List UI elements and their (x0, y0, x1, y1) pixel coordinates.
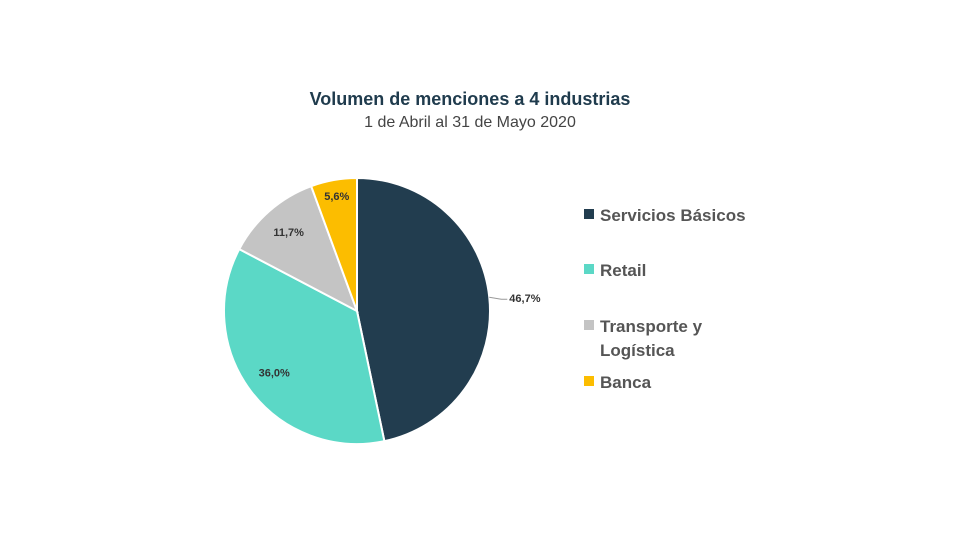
chart-title: Volumen de menciones a 4 industrias (309, 89, 631, 109)
legend-item-banca: Banca (584, 371, 784, 395)
legend-label: Retail (600, 261, 647, 280)
legend-swatch (584, 264, 594, 274)
slice-label-banca: 5,6% (324, 191, 349, 203)
legend-swatch (584, 376, 594, 386)
pie-slice-banca (309, 176, 358, 312)
pie-slice-transporte-logistica (237, 184, 359, 314)
slice-label-transporte-logistica: 11,7% (273, 227, 304, 239)
legend-swatch (584, 320, 594, 330)
legend-label: Servicios Básicos (600, 206, 746, 225)
legend-label: Transporte y Logística (600, 317, 703, 360)
legend-label: Banca (600, 373, 652, 392)
legend-item-retail: Retail (584, 259, 784, 283)
slice-label-servicios-basicos: 46,7% (509, 293, 540, 305)
slice-label-retail: 36,0% (259, 367, 290, 379)
legend-item-servicios-basicos: Servicios Básicos (584, 204, 784, 228)
pie-slice-servicios-basicos (356, 176, 491, 443)
chart-subtitle: 1 de Abril al 31 de Mayo 2020 (364, 114, 576, 131)
legend-item-transporte-logistica: Transporte y Logística (584, 315, 784, 363)
leader-line (489, 296, 508, 300)
pie-slice-retail (223, 247, 386, 445)
legend-swatch (584, 209, 594, 219)
